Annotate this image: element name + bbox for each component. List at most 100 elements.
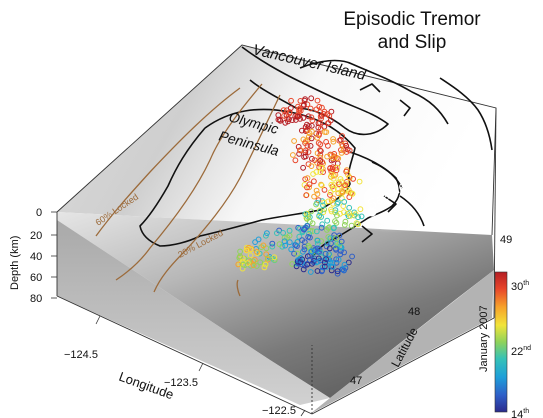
tremor-event-marker	[343, 168, 350, 175]
tremor-event-marker	[277, 117, 284, 124]
depth-tick: 40	[30, 251, 42, 263]
tremor-event-marker	[286, 239, 293, 246]
tremor-event-marker	[355, 221, 361, 228]
tremor-event-marker	[246, 257, 252, 264]
tremor-event-marker	[304, 101, 311, 108]
tremor-event-marker	[309, 155, 315, 162]
colorbar: January 2007 30th 22nd 14th	[478, 271, 531, 418]
tremor-event-marker	[317, 157, 324, 164]
tremor-event-marker	[319, 221, 326, 228]
tremor-event-marker	[321, 108, 328, 115]
tremor-event-marker	[314, 134, 321, 141]
latitude-tick: 49	[500, 234, 512, 246]
tremor-event-marker	[243, 247, 250, 254]
tremor-event-marker	[306, 181, 313, 188]
tremor-event-marker	[345, 259, 352, 266]
latitude-tick: 48	[408, 306, 420, 318]
depth-axis-label: Depth (km)	[9, 236, 21, 290]
tremor-event-marker	[342, 182, 349, 189]
tremor-event-marker	[261, 264, 268, 271]
tremor-event-marker	[269, 243, 276, 250]
tremor-event-marker	[339, 133, 346, 139]
tremor-event-marker	[323, 256, 330, 263]
tremor-event-marker	[343, 149, 350, 155]
colorbar-label: January 2007	[478, 305, 490, 372]
tremor-event-marker	[331, 235, 338, 242]
tremor-event-marker	[355, 214, 362, 221]
tremor-event-marker	[338, 147, 344, 153]
tremor-event-marker	[291, 138, 298, 144]
tremor-event-marker	[264, 230, 270, 237]
tremor-event-marker	[332, 218, 338, 225]
tremor-event-marker	[346, 210, 353, 217]
depth-tick: 60	[30, 272, 42, 284]
tremor-event-marker	[304, 175, 311, 182]
longitude-tick: −123.5	[164, 377, 198, 389]
longitude-tick: −122.5	[262, 405, 296, 417]
tremor-event-marker	[296, 233, 303, 240]
tremor-event-marker	[255, 236, 262, 243]
tremor-event-marker	[310, 259, 317, 266]
tremor-event-marker	[338, 178, 345, 185]
tremor-event-marker	[301, 225, 308, 232]
tremor-event-marker	[288, 246, 295, 253]
tremor-event-marker	[305, 134, 312, 140]
tremor-event-marker	[247, 252, 254, 259]
tremor-event-marker	[308, 114, 315, 121]
tremor-event-marker	[321, 199, 328, 206]
tremor-event-marker	[350, 176, 357, 182]
tremor-event-marker	[271, 256, 278, 263]
tremor-event-marker	[300, 266, 307, 273]
tremor-event-marker	[302, 211, 309, 218]
tremor-event-marker	[314, 191, 321, 197]
tremor-event-marker	[358, 213, 365, 220]
title-line-2: and Slip	[377, 32, 447, 53]
tremor-event-marker	[341, 199, 348, 205]
tremor-event-marker	[317, 147, 323, 154]
longitude-tick: −124.5	[64, 349, 98, 361]
tremor-event-marker	[286, 227, 293, 234]
tremor-event-marker	[349, 191, 356, 197]
tremor-event-marker	[281, 235, 288, 241]
seattle-marker	[367, 207, 377, 217]
tremor-event-marker	[322, 259, 328, 266]
tremor-event-marker	[315, 255, 322, 262]
depth-axis: Depth (km) 0 20 40 60 80	[9, 207, 57, 305]
tremor-event-marker	[306, 230, 312, 237]
tremor-event-marker	[320, 202, 326, 209]
tremor-event-marker	[314, 97, 321, 104]
tremor-event-marker	[311, 157, 318, 164]
tremor-event-marker	[297, 147, 303, 154]
tremor-event-marker	[265, 255, 271, 262]
tremor-event-marker	[321, 206, 328, 213]
tremor-event-marker	[313, 106, 320, 113]
tremor-event-marker	[294, 243, 300, 250]
tremor-event-marker	[308, 248, 315, 255]
tremor-event-marker	[317, 125, 324, 132]
tremor-event-marker	[326, 245, 333, 252]
tremor-event-marker	[285, 118, 291, 125]
tremor-event-marker	[308, 95, 315, 102]
tremor-event-marker	[333, 235, 340, 241]
tremor-event-marker	[302, 96, 309, 102]
tremor-event-marker	[286, 110, 293, 117]
tremor-event-marker	[334, 268, 341, 275]
tremor-event-marker	[318, 165, 325, 171]
tremor-event-marker	[313, 228, 320, 235]
tremor-event-marker	[315, 140, 322, 146]
tremor-event-marker	[287, 105, 294, 111]
tremor-event-marker	[330, 195, 337, 202]
tremor-event-marker	[305, 243, 312, 249]
tremor-event-marker	[334, 212, 340, 219]
tremor-event-marker	[297, 105, 303, 112]
tremor-event-marker	[318, 112, 325, 119]
tremor-event-marker	[335, 155, 342, 162]
tremor-event-marker	[292, 117, 299, 123]
tremor-event-marker	[304, 216, 310, 222]
tremor-event-marker	[342, 218, 349, 225]
tremor-event-marker	[348, 222, 355, 229]
tremor-event-marker	[325, 142, 331, 149]
tremor-event-marker	[345, 187, 352, 193]
tremor-event-marker	[341, 222, 348, 228]
tremor-event-marker	[295, 224, 302, 231]
